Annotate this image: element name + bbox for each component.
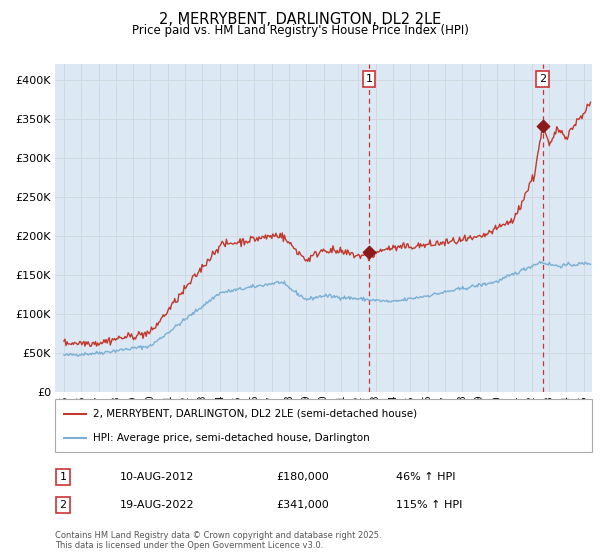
Text: £341,000: £341,000	[276, 500, 329, 510]
Text: £180,000: £180,000	[276, 472, 329, 482]
Text: 10-AUG-2012: 10-AUG-2012	[120, 472, 194, 482]
Text: 46% ↑ HPI: 46% ↑ HPI	[396, 472, 455, 482]
Text: 2: 2	[539, 74, 546, 84]
Point	[538, 122, 547, 130]
Text: 115% ↑ HPI: 115% ↑ HPI	[396, 500, 463, 510]
Text: 1: 1	[365, 74, 373, 84]
FancyBboxPatch shape	[55, 399, 592, 452]
Text: 2: 2	[59, 500, 67, 510]
Text: Price paid vs. HM Land Registry's House Price Index (HPI): Price paid vs. HM Land Registry's House …	[131, 24, 469, 36]
Text: 2, MERRYBENT, DARLINGTON, DL2 2LE (semi-detached house): 2, MERRYBENT, DARLINGTON, DL2 2LE (semi-…	[93, 409, 417, 419]
Text: 1: 1	[59, 472, 67, 482]
Text: HPI: Average price, semi-detached house, Darlington: HPI: Average price, semi-detached house,…	[93, 433, 370, 443]
Text: 19-AUG-2022: 19-AUG-2022	[120, 500, 194, 510]
Text: Contains HM Land Registry data © Crown copyright and database right 2025.
This d: Contains HM Land Registry data © Crown c…	[55, 531, 382, 550]
Point	[364, 247, 374, 256]
Text: 2, MERRYBENT, DARLINGTON, DL2 2LE: 2, MERRYBENT, DARLINGTON, DL2 2LE	[159, 12, 441, 27]
